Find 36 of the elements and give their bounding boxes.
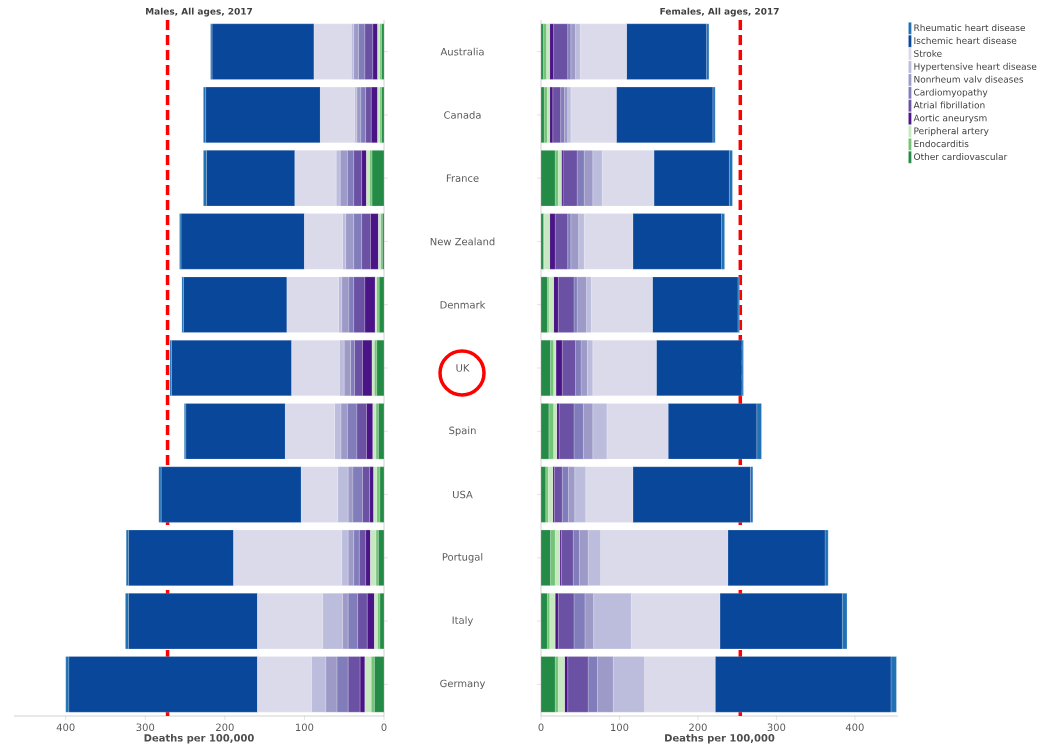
x-tick-label: 300 (767, 723, 786, 732)
legend-label: Endocarditis (914, 140, 969, 148)
x-tick-label: 300 (136, 723, 155, 732)
x-tick-label: 0 (538, 723, 544, 732)
y-tick-label: France (446, 174, 479, 182)
y-tick-label: Canada (444, 111, 481, 119)
y-tick-label: USA (453, 490, 473, 499)
x-tick-label: 400 (56, 723, 75, 732)
y-tick-label: Australia (440, 47, 484, 56)
legend-label: Peripheral artery (914, 127, 989, 136)
x-tick-label: 100 (611, 723, 629, 732)
legend-label: Ischemic heart disease (914, 37, 1017, 45)
legend-label: Stroke (914, 49, 942, 57)
y-tick-label: Portugal (442, 552, 483, 563)
x-tick-label: 100 (296, 723, 314, 732)
y-tick-label: Italy (452, 616, 474, 626)
legend-label: Hypertensive heart disease (914, 62, 1037, 72)
x-axis-title: Deaths per 100,000 (665, 733, 775, 744)
chart-title: Females, All ages, 2017 (660, 7, 779, 17)
y-tick-label: UK (456, 364, 470, 372)
y-tick-label: Denmark (440, 300, 486, 309)
legend-label: Aortic aneurysm (913, 114, 987, 124)
y-tick-label: Germany (440, 679, 486, 690)
legend-label: Other cardiovascular (914, 153, 1008, 161)
x-tick-label: 400 (845, 723, 864, 732)
legend-label: Cardiomyopathy (914, 88, 988, 98)
chart-title: Males, All ages, 2017 (146, 7, 253, 17)
x-tick-label: 200 (216, 723, 234, 732)
y-tick-label: New Zealand (430, 237, 495, 246)
legend-label: Rheumatic heart disease (914, 24, 1025, 32)
legend-label: Atrial fibrillation (913, 101, 985, 109)
x-axis-title: Deaths per 100,000 (144, 733, 254, 744)
y-tick-label: Spain (449, 426, 476, 437)
x-tick-label: 0 (381, 723, 387, 732)
x-tick-label: 200 (689, 723, 707, 732)
legend-label: Nonrheum valv diseases (914, 75, 1024, 83)
